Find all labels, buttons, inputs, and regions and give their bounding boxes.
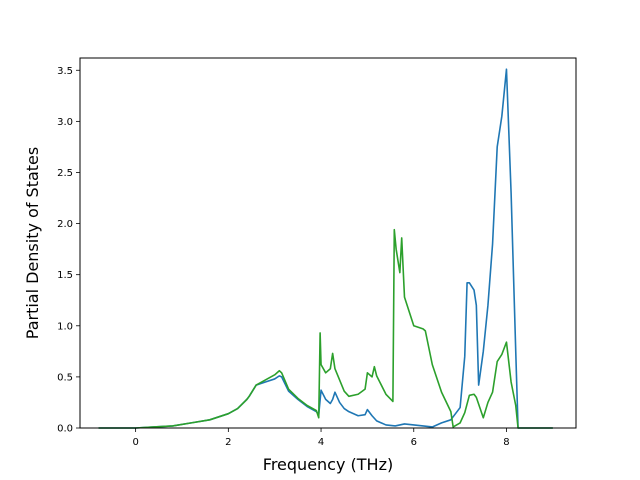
series-line-2 — [98, 228, 553, 429]
x-tick-label: 6 — [411, 437, 417, 448]
series-layer — [98, 68, 553, 429]
x-axis-label: Frequency (THz) — [263, 455, 393, 474]
x-tick-label: 4 — [318, 437, 324, 448]
y-tick-label: 3.0 — [57, 117, 73, 128]
y-tick-label: 0.5 — [57, 372, 73, 383]
y-tick-label: 1.5 — [57, 270, 73, 281]
y-tick-label: 1.0 — [57, 321, 73, 332]
y-tick-label: 2.0 — [57, 219, 73, 230]
y-tick-label: 3.5 — [57, 66, 73, 77]
y-tick-label: 2.5 — [57, 168, 73, 179]
plot-frame — [79, 57, 577, 429]
x-tick-label: 2 — [225, 437, 231, 448]
x-tick-label: 0 — [132, 437, 138, 448]
x-tick-label: 8 — [503, 437, 509, 448]
x-axis-ticks: 0 2 4 6 8 — [132, 428, 510, 448]
y-axis-ticks: 0.0 0.5 1.0 1.5 2.0 2.5 3.0 3.5 — [57, 66, 80, 435]
y-axis-label: Partial Density of States — [23, 147, 42, 339]
y-tick-label: 0.0 — [57, 424, 73, 435]
